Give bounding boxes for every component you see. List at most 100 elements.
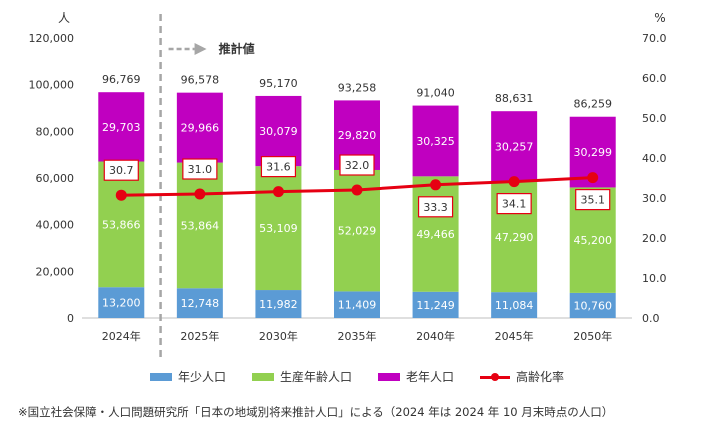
bar-total-label: 91,040 xyxy=(416,87,455,100)
y2-tick-label: 50.0 xyxy=(642,112,667,125)
aging-rate-label: 30.7 xyxy=(109,164,134,177)
aging-rate-point xyxy=(272,186,284,198)
bar-label-elderly: 29,820 xyxy=(338,129,377,142)
bar-label-youth: 11,409 xyxy=(338,299,377,312)
aging-rate-label-box xyxy=(260,156,297,178)
y-tick-label: 120,000 xyxy=(29,32,75,45)
aging-rate-point xyxy=(194,188,206,200)
bar-label-working: 45,200 xyxy=(573,234,612,247)
x-tick-label: 2025年 xyxy=(180,329,219,343)
y-axis-unit: 人 xyxy=(58,11,70,25)
footnote: ※国立社会保障・人口問題研究所「日本の地域別将来推計人口」による（2024 年は… xyxy=(18,405,614,419)
bar-label-working: 53,109 xyxy=(259,222,298,235)
bar-segment-elderly xyxy=(412,105,459,177)
bar-segment-elderly xyxy=(176,92,223,163)
bar-label-elderly: 30,299 xyxy=(573,146,612,159)
bar-label-youth: 11,982 xyxy=(259,298,298,311)
bar-label-elderly: 29,703 xyxy=(102,121,141,134)
y2-tick-label: 0.0 xyxy=(642,312,660,325)
aging-rate-point xyxy=(115,189,127,201)
legend-item-elderly: 老年人口 xyxy=(378,368,454,385)
y-tick-label: 20,000 xyxy=(36,265,75,278)
aging-rate-label: 35.1 xyxy=(580,194,605,207)
y2-tick-label: 10.0 xyxy=(642,272,667,285)
bar-total-label: 88,631 xyxy=(495,92,534,105)
bar-label-working: 53,864 xyxy=(181,219,220,232)
x-tick-label: 2040年 xyxy=(416,329,455,343)
aging-rate-label: 34.1 xyxy=(502,198,527,211)
forecast-annotation: 推計値 xyxy=(219,41,255,56)
forecast-arrow-head xyxy=(194,43,207,55)
aging-rate-label-box xyxy=(575,189,611,211)
aging-rate-point xyxy=(430,179,442,191)
bar-label-working: 49,466 xyxy=(416,228,455,241)
bar-segment-youth xyxy=(412,291,459,318)
x-tick-label: 2024年 xyxy=(102,329,141,343)
bar-segment-elderly xyxy=(98,92,145,162)
bar-total-label: 95,170 xyxy=(259,77,298,90)
aging-rate-label-box xyxy=(339,154,375,176)
x-tick-label: 2030年 xyxy=(259,329,298,343)
bar-total-label: 96,578 xyxy=(181,74,220,87)
aging-rate-point xyxy=(587,172,599,184)
legend-item-working: 生産年齢人口 xyxy=(252,368,352,385)
bar-label-working: 52,029 xyxy=(338,225,377,238)
aging-rate-point xyxy=(351,184,363,196)
aging-rate-label-box xyxy=(182,158,218,180)
bar-segment-working xyxy=(412,176,459,292)
bar-label-youth: 13,200 xyxy=(102,297,141,310)
aging-rate-label-box xyxy=(103,159,139,181)
bar-label-youth: 11,249 xyxy=(416,299,455,312)
bar-segment-working xyxy=(98,161,145,288)
aging-rate-label-box xyxy=(496,193,532,215)
y2-axis-unit: % xyxy=(654,11,665,25)
aging-rate-label: 31.0 xyxy=(188,163,213,176)
x-tick-label: 2045年 xyxy=(495,329,534,343)
legend-swatch-aging-rate xyxy=(480,371,511,383)
legend-swatch-working xyxy=(252,372,275,381)
bar-segment-youth xyxy=(98,287,145,318)
y-tick-label: 80,000 xyxy=(36,125,75,138)
bar-label-youth: 11,084 xyxy=(495,299,534,312)
bar-label-youth: 10,760 xyxy=(573,299,612,312)
legend-label-youth: 年少人口 xyxy=(178,370,227,384)
legend-item-youth: 年少人口 xyxy=(150,368,226,385)
y-tick-label: 40,000 xyxy=(36,219,75,232)
y-tick-label: 60,000 xyxy=(36,172,75,185)
x-tick-label: 2050年 xyxy=(573,329,612,343)
bar-segment-youth xyxy=(491,292,538,318)
bar-segment-youth xyxy=(176,288,223,318)
bar-label-elderly: 30,325 xyxy=(416,135,455,148)
bar-label-working: 53,866 xyxy=(102,218,141,231)
legend-swatch-youth xyxy=(150,372,172,381)
legend-label-aging-rate: 高齢化率 xyxy=(516,370,565,384)
y2-tick-label: 20.0 xyxy=(642,232,667,245)
y2-tick-label: 40.0 xyxy=(642,152,667,165)
legend: 年少人口 生産年齢人口 老年人口 高齢化率 xyxy=(150,368,564,385)
y2-tick-label: 70.0 xyxy=(642,32,667,45)
bar-label-elderly: 29,966 xyxy=(181,122,220,135)
bar-label-youth: 12,748 xyxy=(181,297,220,310)
y2-tick-label: 30.0 xyxy=(642,192,667,205)
bar-segment-elderly xyxy=(255,95,302,167)
bar-total-label: 96,769 xyxy=(102,73,141,86)
legend-label-working: 生産年齢人口 xyxy=(280,370,353,384)
aging-rate-label-box xyxy=(417,196,454,218)
bar-total-label: 86,259 xyxy=(573,98,612,111)
y2-tick-label: 60.0 xyxy=(642,72,667,85)
bar-segment-youth xyxy=(334,291,380,318)
bar-label-elderly: 30,079 xyxy=(259,125,298,138)
y-tick-label: 0 xyxy=(67,312,74,325)
bar-label-working: 47,290 xyxy=(495,231,534,244)
y-tick-label: 100,000 xyxy=(29,79,75,92)
population-chart: 0 20,000 40,000 60,000 80,000 100,000 120,000 人… xyxy=(29,11,667,360)
aging-rate-point xyxy=(508,176,520,188)
aging-rate-label: 33.3 xyxy=(423,201,448,214)
legend-swatch-elderly xyxy=(378,372,401,381)
bar-segment-elderly xyxy=(491,111,538,182)
legend-item-aging-rate: 高齢化率 xyxy=(480,368,564,385)
aging-rate-label: 31.6 xyxy=(266,161,291,174)
aging-rate-label: 32.0 xyxy=(345,159,370,172)
legend-label-elderly: 老年人口 xyxy=(406,370,455,384)
bar-segment-youth xyxy=(569,292,616,318)
